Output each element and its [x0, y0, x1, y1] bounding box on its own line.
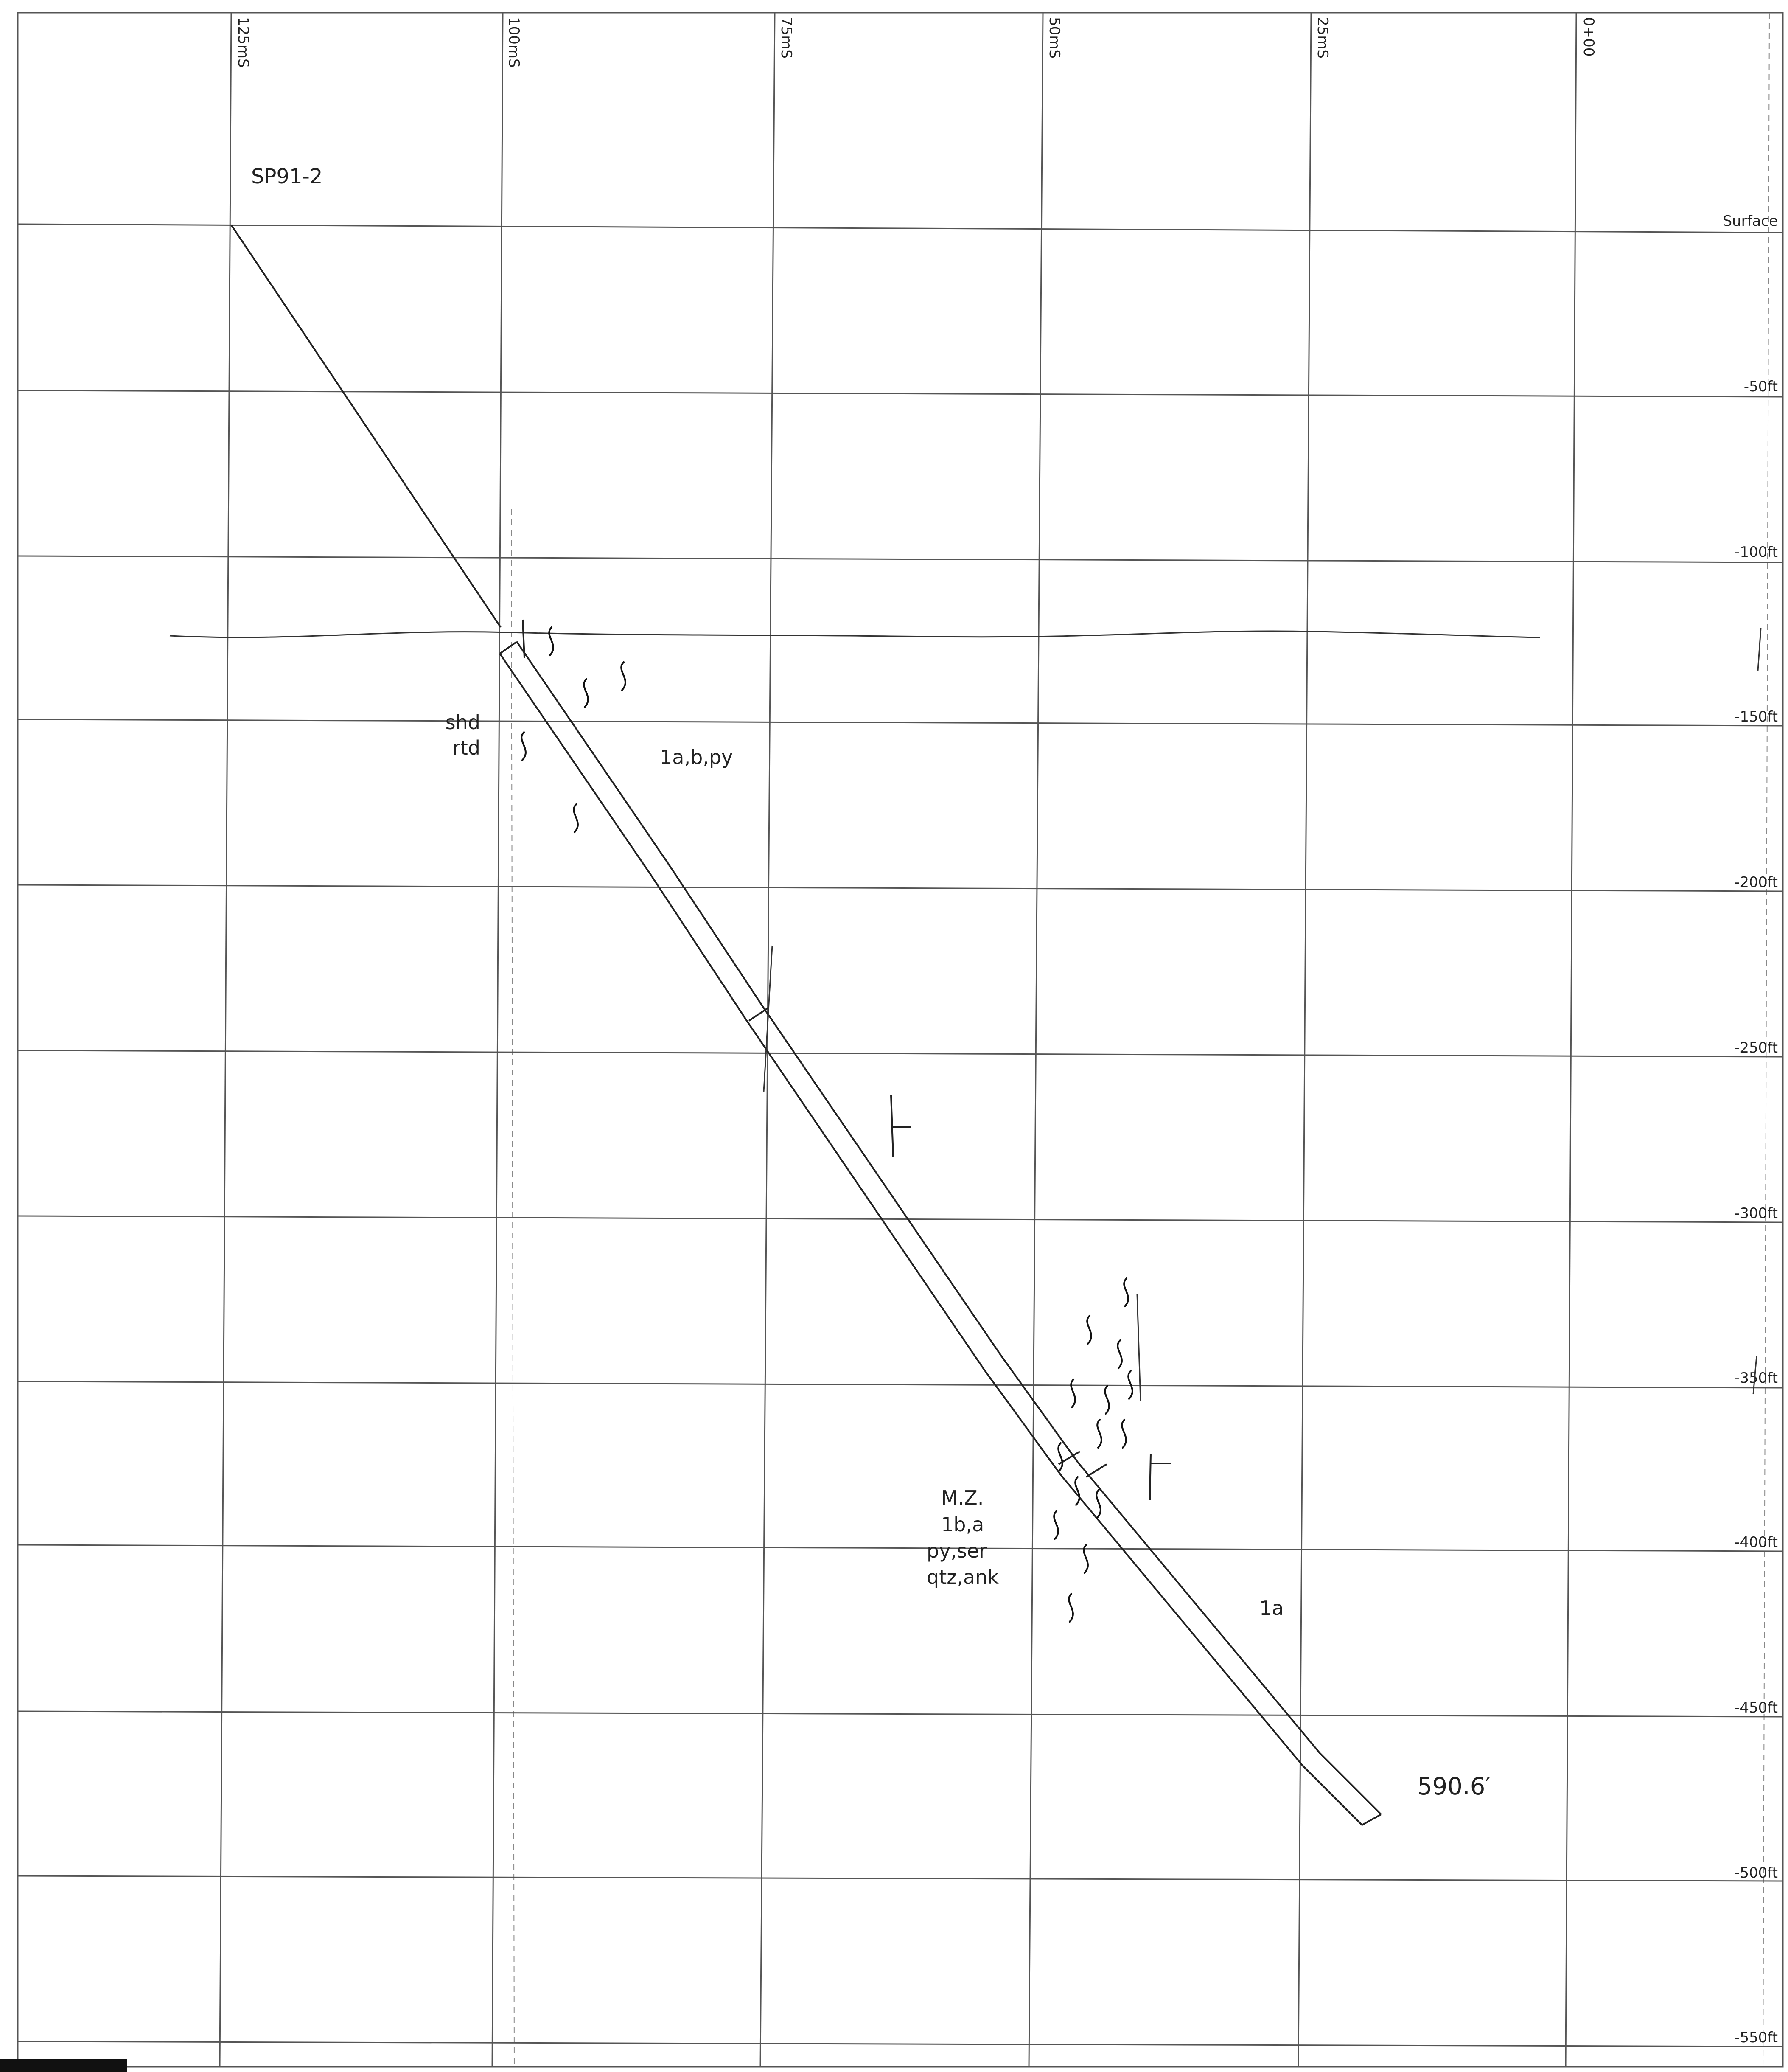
contact-line	[169, 630, 1541, 638]
annotation-lower-unit: 1a	[1259, 1597, 1284, 1620]
end-of-hole-depth: 590.6′	[1417, 1773, 1491, 1800]
depth-label-surface: Surface	[1723, 213, 1778, 230]
column-label-50mS: 50mS	[1046, 17, 1063, 59]
depth-label-100: -100ft	[1735, 544, 1778, 561]
annotation-mz-units: 1b,a	[941, 1513, 984, 1536]
annotation-mz-minerals-1: py,ser	[927, 1539, 987, 1562]
annotation-mz: M.Z.	[941, 1486, 984, 1509]
column-label-75mS: 75mS	[778, 17, 795, 59]
depth-label-150: -150ft	[1735, 708, 1778, 725]
annotation-rtd: rtd	[452, 736, 480, 759]
depth-label-250: -250ft	[1735, 1039, 1778, 1056]
annotation-shd: shd	[446, 711, 480, 734]
column-label-25mS: 25mS	[1314, 17, 1331, 59]
column-label-100mS: 100mS	[505, 17, 522, 68]
annotation-upper-unit: 1a,b,py	[660, 746, 733, 769]
column-labels: 125mS 100mS 75mS 50mS 25mS 0+00	[235, 17, 1597, 68]
depth-label-350: -350ft	[1735, 1370, 1778, 1387]
column-label-0-00: 0+00	[1580, 17, 1597, 56]
column-label-125mS: 125mS	[235, 17, 252, 68]
structure-marks	[522, 619, 1762, 1501]
horizontal-grid-lines	[17, 223, 1783, 2047]
depth-label-450: -450ft	[1735, 1699, 1778, 1716]
depth-label-500: -500ft	[1735, 1864, 1778, 1881]
depth-label-300: -300ft	[1735, 1205, 1778, 1222]
annotations: shd rtd 1a,b,py M.Z. 1b,a py,ser qtz,ank…	[446, 711, 1491, 1800]
depth-label-550: -550ft	[1735, 2029, 1778, 2046]
vertical-grid-lines	[219, 12, 1770, 2067]
annotation-mz-minerals-2: qtz,ank	[927, 1566, 999, 1589]
depth-label-50: -50ft	[1744, 378, 1778, 395]
drillhole-name: SP91-2	[251, 165, 322, 188]
depth-labels: Surface -50ft -100ft -150ft -200ft -250f…	[1723, 213, 1778, 2046]
drill-trace	[230, 224, 1382, 1826]
barcode-icon	[0, 2059, 127, 2072]
depth-label-200: -200ft	[1735, 874, 1778, 891]
schistosity-symbols	[521, 626, 1133, 1623]
depth-label-400: -400ft	[1735, 1534, 1778, 1551]
sheet-frame	[17, 12, 1784, 2068]
